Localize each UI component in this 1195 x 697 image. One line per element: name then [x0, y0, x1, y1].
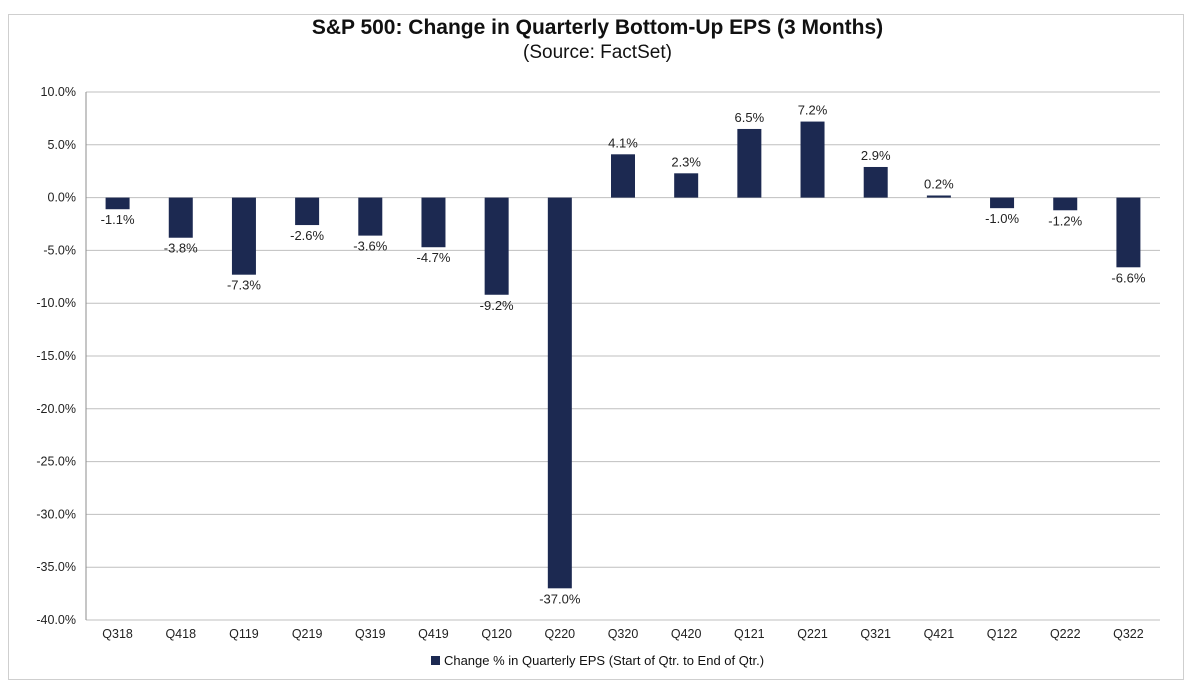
y-tick-label: 0.0%: [48, 191, 77, 205]
x-tick-label: Q222: [1050, 627, 1081, 641]
bar: [1116, 197, 1141, 268]
x-tick-label: Q219: [292, 627, 323, 641]
y-tick-label: 10.0%: [41, 85, 76, 99]
y-tick-label: -10.0%: [36, 296, 76, 310]
bar: [358, 197, 383, 236]
x-tick-label: Q119: [229, 627, 259, 641]
x-tick-label: Q321: [860, 627, 891, 641]
data-label: 4.1%: [608, 135, 638, 150]
legend-swatch: [430, 656, 440, 665]
data-label: 7.2%: [798, 103, 828, 118]
x-tick-label: Q421: [924, 627, 955, 641]
data-label: -6.6%: [1111, 270, 1145, 285]
y-tick-label: -25.0%: [36, 455, 76, 469]
bar: [674, 173, 699, 198]
bar: [231, 197, 256, 275]
x-tick-label: Q221: [797, 627, 828, 641]
data-label: -1.0%: [985, 211, 1019, 226]
data-label: -1.2%: [1048, 213, 1082, 228]
bar: [295, 197, 320, 226]
x-tick-label: Q120: [481, 627, 512, 641]
bar: [1053, 197, 1078, 211]
data-label: -3.6%: [353, 239, 387, 254]
x-tick-label: Q220: [545, 627, 576, 641]
y-tick-label: -35.0%: [36, 560, 76, 574]
data-label: 6.5%: [735, 110, 765, 125]
y-tick-label: -40.0%: [36, 613, 76, 627]
y-tick-label: 5.0%: [48, 138, 77, 152]
bar: [990, 197, 1015, 209]
chart-frame: [8, 14, 1184, 680]
chart-title: S&P 500: Change in Quarterly Bottom-Up E…: [311, 16, 884, 39]
bar: [168, 197, 193, 238]
chart-subtitle: (Source: FactSet): [523, 42, 672, 63]
x-tick-label: Q121: [734, 627, 765, 641]
bar: [105, 197, 130, 210]
bar: [547, 197, 572, 589]
x-tick-label: Q322: [1113, 627, 1144, 641]
bar: [926, 195, 951, 198]
x-tick-label: Q419: [418, 627, 449, 641]
x-tick-label: Q418: [165, 627, 196, 641]
data-label: -7.3%: [227, 278, 261, 293]
legend: Change % in Quarterly EPS (Start of Qtr.…: [0, 653, 1195, 668]
y-tick-label: -20.0%: [36, 402, 76, 416]
data-label: -9.2%: [480, 298, 514, 313]
bar: [484, 197, 509, 295]
x-tick-label: Q122: [987, 627, 1018, 641]
bar: [800, 121, 825, 198]
x-tick-label: Q319: [355, 627, 386, 641]
data-label: -2.6%: [290, 228, 324, 243]
y-tick-label: -5.0%: [43, 243, 76, 257]
x-tick-label: Q320: [608, 627, 639, 641]
data-label: -4.7%: [416, 250, 450, 265]
legend-label: Change % in Quarterly EPS (Start of Qtr.…: [443, 653, 765, 668]
data-label: -3.8%: [164, 241, 198, 256]
bar: [611, 154, 635, 198]
bar: [421, 197, 446, 248]
bar: [863, 166, 888, 198]
x-tick-label: Q420: [671, 627, 702, 641]
x-tick-label: Q318: [102, 627, 133, 641]
y-tick-label: -30.0%: [36, 507, 76, 521]
bar: [737, 128, 762, 198]
data-label: 2.9%: [861, 148, 891, 163]
data-label: 2.3%: [671, 154, 701, 169]
y-tick-label: -15.0%: [36, 349, 76, 363]
data-label: 0.2%: [924, 176, 954, 191]
data-label: -1.1%: [101, 212, 135, 227]
data-label: -37.0%: [539, 591, 581, 606]
